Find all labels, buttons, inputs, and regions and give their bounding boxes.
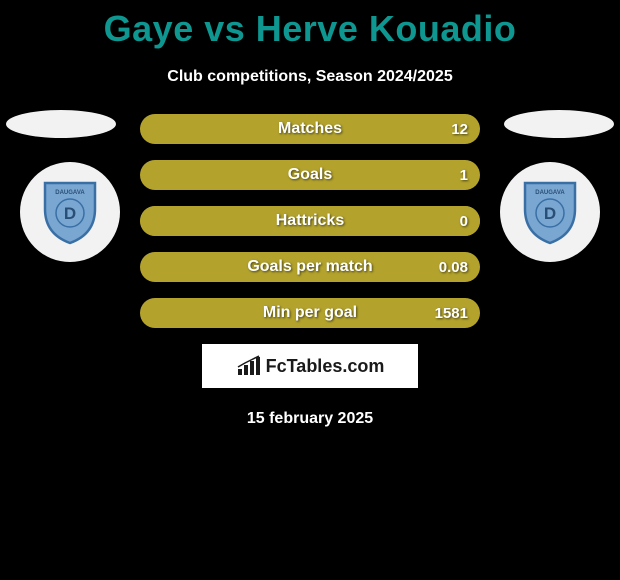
svg-text:DAUGAVA: DAUGAVA [55,190,85,196]
stat-label: Goals per match [140,258,480,276]
stat-value-right: 0 [460,213,468,230]
bar-chart-icon [236,355,262,377]
stat-bars: Matches12 Goals1 Hattricks0 Goals per match… [140,114,480,328]
stat-row: Goals1 [140,160,480,190]
subtitle: Club competitions, Season 2024/2025 [0,68,620,86]
stat-row: Hattricks0 [140,206,480,236]
stat-row: Goals per match0.08 [140,252,480,282]
brand-box: FcTables.com [202,344,418,388]
shield-icon: DAUGAVA D [521,179,579,245]
comparison-panel: DAUGAVA D DAUGAVA D Matches12 Goals1 Hattr… [0,114,620,428]
stat-value-right: 12 [451,121,468,138]
stat-value-right: 0.08 [439,259,468,276]
stat-row: Matches12 [140,114,480,144]
stat-value-right: 1581 [435,305,468,322]
date-label: 15 february 2025 [0,410,620,428]
svg-text:D: D [64,204,76,223]
brand-label: FcTables.com [266,356,385,377]
stat-label: Matches [140,120,480,138]
svg-text:D: D [544,204,556,223]
stat-row: Min per goal1581 [140,298,480,328]
page-title: Gaye vs Herve Kouadio [0,0,620,50]
svg-text:DAUGAVA: DAUGAVA [535,190,565,196]
stat-label: Hattricks [140,212,480,230]
stat-label: Goals [140,166,480,184]
club-badge-right: DAUGAVA D [500,162,600,262]
stat-label: Min per goal [140,304,480,322]
player-left-avatar-placeholder [6,110,116,138]
stat-value-right: 1 [460,167,468,184]
club-badge-left: DAUGAVA D [20,162,120,262]
shield-icon: DAUGAVA D [41,179,99,245]
player-right-avatar-placeholder [504,110,614,138]
